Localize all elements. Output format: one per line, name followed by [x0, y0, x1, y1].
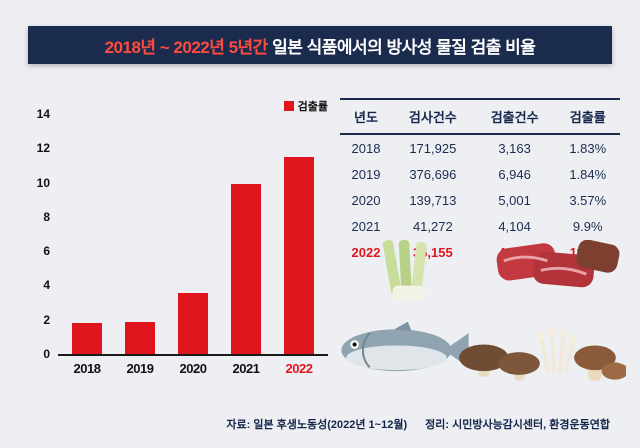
x-axis-label-2019: 2019	[126, 361, 154, 376]
chart-plot: 2018 2019 2020 2021 2022 0 2 4 6 8 10 12 14	[37, 108, 328, 376]
table-cell: 5,001	[498, 192, 531, 208]
table-cell: 6,946	[498, 166, 531, 182]
table-cell: 2022	[351, 244, 381, 260]
table-header-inspections: 검사건수	[391, 98, 474, 135]
bar-2021	[231, 184, 261, 354]
y-axis-tick: 8	[43, 209, 50, 224]
footer-source-text: 자료: 일본 후생노동성(2022년 1~12월)	[226, 419, 408, 431]
legend-swatch-icon	[283, 101, 294, 111]
x-axis-label-2021: 2021	[232, 361, 260, 376]
table-row-2020: 2020 139,713 5,001 3.57%	[340, 187, 620, 213]
leek-illustration	[382, 240, 427, 301]
table-cell: 3,163	[498, 140, 531, 156]
table-header-year: 년도	[340, 98, 392, 135]
x-axis-label-2020: 2020	[179, 361, 207, 376]
y-axis-tick: 6	[43, 244, 50, 259]
y-axis-tick: 4	[43, 278, 50, 293]
bar-2020	[178, 292, 208, 354]
table-cell: 2020	[351, 192, 381, 208]
brown-mushroom-illustration	[574, 345, 626, 381]
table-header-detections: 검출건수	[473, 98, 556, 135]
bar-2019	[125, 322, 155, 354]
y-axis-tick: 0	[43, 347, 50, 361]
bars	[58, 114, 328, 354]
x-labels: 2018 2019 2020 2021 2022	[58, 361, 328, 376]
shiitake-illustration	[459, 344, 540, 381]
table-row-2019: 2019 376,696 6,946 1.84%	[340, 161, 620, 187]
table-header-rate: 검출률	[555, 98, 620, 135]
table-row-2021: 2021 41,272 4,104 9.9%	[340, 213, 620, 239]
bar-2022	[284, 156, 314, 354]
table-cell: 2018	[351, 140, 381, 156]
table-cell: 2021	[351, 218, 381, 234]
y-axis-tick: 10	[36, 175, 50, 190]
table-cell: 41,272	[412, 218, 453, 234]
title-highlight-text: 2018년 ~ 2022년 5년간	[104, 37, 273, 57]
title-main-text: 일본 식품에서의 방사성 물질 검출 비율	[272, 37, 536, 57]
legend-label: 검출률	[297, 101, 328, 113]
table-row-2018: 2018 171,925 3,163 1.83%	[340, 134, 620, 161]
y-axis-tick: 12	[36, 141, 50, 156]
x-axis-label-2018: 2018	[73, 361, 101, 376]
table-cell: 9.9%	[572, 218, 603, 234]
bar-chart: 검출률 2018 2019 2020 2021 2022 0 2 4 6 8 10 12 14	[32, 96, 334, 376]
table-cell: 1.84%	[569, 166, 607, 182]
y-axis-tick: 14	[36, 107, 50, 121]
table-cell: 376,696	[409, 166, 457, 182]
footer-credit-text: 정리: 시민방사능감시센터, 환경운동연합	[425, 419, 610, 431]
y-axis-tick: 2	[43, 312, 50, 327]
bar-2018	[72, 322, 102, 354]
x-axis-label-2022: 2022	[285, 361, 313, 376]
enoki-illustration	[537, 327, 577, 374]
table-cell: 3.57%	[569, 192, 607, 208]
table-cell: 2019	[351, 166, 381, 182]
table-cell: 171,925	[409, 140, 457, 156]
table-body: 2018 171,925 3,163 1.83% 2019 376,696 6,946 1.8…	[340, 134, 620, 265]
table-cell: 4,104	[498, 218, 531, 234]
title-bar: 2018년 ~ 2022년 5년간 일본 식품에서의 방사성 물질 검출 비율	[28, 26, 612, 64]
food-collage-image	[341, 240, 626, 381]
detection-table: 년도 검사건수 검출건수 검출률 2018 171,925 3,163 1.83% 20…	[340, 98, 620, 265]
meat-illustration	[496, 240, 620, 288]
footer: 자료: 일본 후생노동성(2022년 1~12월) 정리: 시민방사능감시센터,…	[226, 416, 610, 432]
chart-legend: 검출률	[283, 98, 328, 114]
table-cell: 139,713	[409, 192, 457, 208]
fish-illustration	[341, 321, 469, 372]
table-header-row: 년도 검사건수 검출건수 검출률	[340, 98, 620, 135]
table-cell: 1.83%	[569, 140, 607, 156]
